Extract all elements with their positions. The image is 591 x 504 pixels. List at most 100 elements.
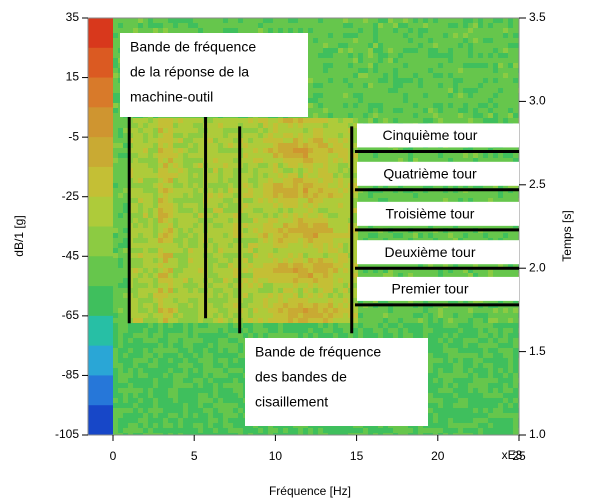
spectrogram-cell xyxy=(293,123,298,128)
spectrogram-cell xyxy=(158,18,163,23)
spectrogram-cell xyxy=(168,178,173,183)
spectrogram-cell xyxy=(303,148,308,153)
spectrogram-cell xyxy=(298,153,303,158)
spectrogram-cell xyxy=(218,428,223,433)
spectrogram-cell xyxy=(283,178,288,183)
spectrogram-cell xyxy=(358,233,363,238)
spectrogram-cell xyxy=(123,348,128,353)
spectrogram-cell xyxy=(208,363,213,368)
spectrogram-cell xyxy=(183,343,188,348)
spectrogram-cell xyxy=(118,353,123,358)
spectrogram-cell xyxy=(143,418,148,423)
spectrogram-cell xyxy=(353,93,358,98)
spectrogram-cell xyxy=(113,88,118,93)
spectrogram-cell xyxy=(223,428,228,433)
spectrogram-cell xyxy=(373,48,378,53)
spectrogram-cell xyxy=(183,433,188,435)
spectrogram-cell xyxy=(113,143,118,148)
spectrogram-cell xyxy=(223,158,228,163)
spectrogram-cell xyxy=(238,413,243,418)
spectrogram-cell xyxy=(308,43,313,48)
spectrogram-cell xyxy=(193,308,198,313)
spectrogram-cell xyxy=(163,338,168,343)
spectrogram-cell xyxy=(198,298,203,303)
spectrogram-cell xyxy=(403,48,408,53)
spectrogram-cell xyxy=(133,348,138,353)
spectrogram-cell xyxy=(308,313,313,318)
spectrogram-cell xyxy=(363,308,368,313)
spectrogram-cell xyxy=(318,93,323,98)
spectrogram-cell xyxy=(318,173,323,178)
spectrogram-cell xyxy=(233,383,238,388)
spectrogram-cell xyxy=(323,173,328,178)
spectrogram-cell xyxy=(228,408,233,413)
spectrogram-cell xyxy=(383,428,388,433)
spectrogram-cell xyxy=(333,63,338,68)
spectrogram-cell xyxy=(248,308,253,313)
spectrogram-cell xyxy=(383,88,388,93)
spectrogram-cell xyxy=(233,138,238,143)
spectrogram-cell xyxy=(228,123,233,128)
spectrogram-cell xyxy=(373,78,378,83)
spectrogram-cell xyxy=(268,163,273,168)
spectrogram-cell xyxy=(123,273,128,278)
spectrogram-cell xyxy=(288,333,293,338)
spectrogram-cell xyxy=(163,203,168,208)
spectrogram-cell xyxy=(333,103,338,108)
spectrogram-cell xyxy=(233,328,238,333)
spectrogram-cell xyxy=(318,258,323,263)
colorbar-segment xyxy=(88,166,113,198)
spectrogram-cell xyxy=(113,133,118,138)
spectrogram-cell xyxy=(323,218,328,223)
spectrogram-cell xyxy=(343,288,348,293)
spectrogram-cell xyxy=(173,418,178,423)
spectrogram-cell xyxy=(218,188,223,193)
spectrogram-cell xyxy=(353,268,358,273)
spectrogram-cell xyxy=(283,298,288,303)
spectrogram-cell xyxy=(328,68,333,73)
spectrogram-cell xyxy=(283,208,288,213)
spectrogram-cell xyxy=(113,83,118,88)
spectrogram-cell xyxy=(308,83,313,88)
spectrogram-cell xyxy=(288,238,293,243)
spectrogram-cell xyxy=(403,43,408,48)
spectrogram-cell xyxy=(343,198,348,203)
spectrogram-cell xyxy=(393,53,398,58)
spectrogram-cell xyxy=(203,423,208,428)
spectrogram-cell xyxy=(223,258,228,263)
spectrogram-cell xyxy=(168,18,173,23)
spectrogram-cell xyxy=(343,18,348,23)
spectrogram-cell xyxy=(363,103,368,108)
spectrogram-cell xyxy=(343,113,348,118)
spectrogram-cell xyxy=(293,288,298,293)
spectrogram-cell xyxy=(223,268,228,273)
spectrogram-cell xyxy=(243,258,248,263)
spectrogram-cell xyxy=(283,23,288,28)
spectrogram-cell xyxy=(128,18,133,23)
spectrogram-cell xyxy=(248,183,253,188)
spectrogram-cell xyxy=(193,293,198,298)
spectrogram-cell xyxy=(328,273,333,278)
spectrogram-cell xyxy=(253,153,258,158)
spectrogram-cell xyxy=(113,293,118,298)
spectrogram-cell xyxy=(173,18,178,23)
spectrogram-cell xyxy=(383,53,388,58)
spectrogram-cell xyxy=(248,433,253,435)
spectrogram-cell xyxy=(368,118,373,123)
spectrogram-cell xyxy=(158,308,163,313)
spectrogram-cell xyxy=(213,228,218,233)
spectrogram-cell xyxy=(353,68,358,73)
spectrogram-cell xyxy=(123,183,128,188)
spectrogram-cell xyxy=(313,258,318,263)
spectrogram-cell xyxy=(338,183,343,188)
spectrogram-cell xyxy=(338,78,343,83)
spectrogram-cell xyxy=(213,128,218,133)
spectrogram-cell xyxy=(263,273,268,278)
spectrogram-cell xyxy=(193,328,198,333)
spectrogram-cell xyxy=(243,163,248,168)
spectrogram-cell xyxy=(138,248,143,253)
spectrogram-cell xyxy=(343,53,348,58)
spectrogram-cell xyxy=(278,308,283,313)
spectrogram-cell xyxy=(173,23,178,28)
spectrogram-cell xyxy=(298,128,303,133)
